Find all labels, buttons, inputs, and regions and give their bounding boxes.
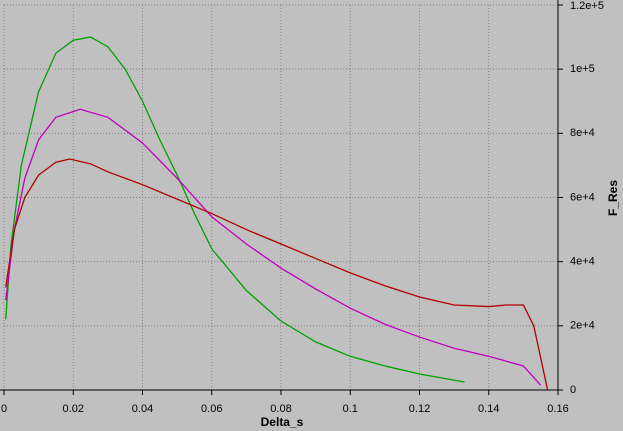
y-tick-label: 1.2e+5	[570, 0, 604, 12]
y-tick-label: 0	[570, 384, 576, 396]
series-line	[5, 158, 549, 391]
x-tick-label: 0.14	[478, 403, 499, 415]
x-tick-label: 0.12	[409, 403, 430, 415]
x-tick-label: 0.16	[547, 403, 568, 415]
x-tick-label: 0	[1, 403, 7, 415]
x-axis-label: Delta_s	[261, 415, 304, 429]
y-tick-label: 4e+4	[570, 256, 595, 268]
y-tick-label: 6e+4	[570, 191, 595, 203]
x-tick-label: 0.1	[343, 403, 358, 415]
x-tick-label: 0.02	[63, 403, 84, 415]
x-tick-label: 0.08	[270, 403, 291, 415]
y-axis-label: F_Res	[606, 180, 620, 216]
y-tick-label: 8e+4	[570, 127, 595, 139]
series-line	[5, 36, 465, 383]
y-tick-label: 1e+5	[570, 63, 595, 75]
x-tick-label: 0.06	[201, 403, 222, 415]
series-line	[5, 108, 542, 386]
y-tick-label: 2e+4	[570, 320, 595, 332]
x-tick-label: 0.04	[132, 403, 153, 415]
